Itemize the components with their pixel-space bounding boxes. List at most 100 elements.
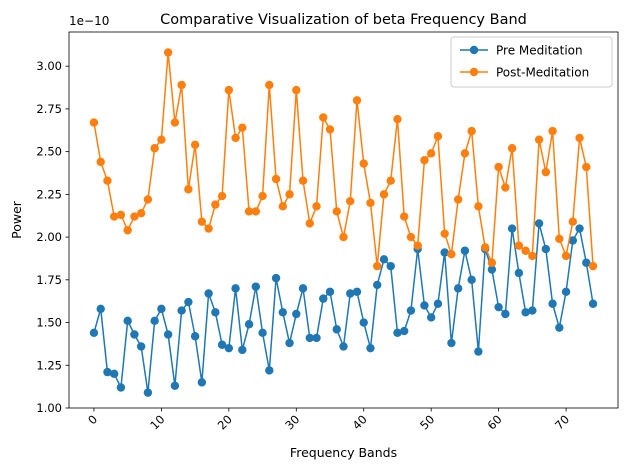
data-point-post-meditation-36 — [332, 207, 341, 216]
series-layer — [89, 48, 598, 397]
data-point-post-meditation-64 — [521, 246, 530, 255]
data-point-post-meditation-35 — [325, 125, 335, 134]
data-point-pre-meditation-62 — [507, 224, 517, 233]
x-axis-ticks: 0 10 20 30 40 50 60 70 — [85, 408, 572, 432]
data-point-pre-meditation-17 — [204, 289, 213, 298]
data-point-post-meditation-26 — [265, 80, 274, 90]
data-point-post-meditation-2 — [103, 176, 112, 185]
data-point-post-meditation-68 — [548, 126, 557, 136]
data-point-post-meditation-67 — [541, 167, 551, 177]
data-point-post-meditation-21 — [231, 133, 240, 143]
data-point-pre-meditation-16 — [197, 378, 207, 387]
y-tick-label: 1.50 — [36, 316, 62, 330]
data-point-pre-meditation-57 — [474, 347, 483, 356]
data-point-post-meditation-70 — [561, 251, 571, 261]
data-point-post-meditation-13 — [177, 80, 186, 90]
data-point-pre-meditation-23 — [244, 320, 254, 329]
data-point-post-meditation-37 — [339, 232, 348, 242]
legend-marker-post — [469, 67, 479, 77]
data-point-pre-meditation-66 — [534, 219, 544, 228]
x-tick-label: 10 — [147, 412, 167, 432]
data-point-pre-meditation-15 — [190, 332, 200, 341]
data-point-pre-meditation-56 — [467, 275, 476, 285]
data-point-pre-meditation-31 — [298, 284, 308, 293]
data-point-pre-meditation-27 — [271, 273, 281, 283]
data-point-pre-meditation-46 — [400, 326, 409, 336]
data-point-post-meditation-55 — [460, 149, 470, 158]
data-point-pre-meditation-55 — [460, 246, 470, 255]
data-point-pre-meditation-53 — [447, 338, 456, 348]
data-point-pre-meditation-4 — [116, 383, 126, 392]
chart-title: Comparative Visualization of beta Freque… — [160, 12, 527, 28]
data-point-pre-meditation-29 — [285, 338, 294, 348]
y-tick-label: 1.75 — [36, 273, 62, 287]
data-point-pre-meditation-68 — [548, 299, 557, 308]
data-point-post-meditation-43 — [379, 190, 389, 199]
data-point-pre-meditation-20 — [224, 343, 234, 353]
data-point-post-meditation-1 — [96, 157, 105, 167]
data-point-pre-meditation-25 — [258, 328, 267, 337]
data-point-post-meditation-8 — [143, 195, 153, 204]
x-tick-label: 70 — [552, 412, 572, 432]
x-axis-label: Frequency Bands — [290, 445, 397, 460]
data-point-pre-meditation-71 — [568, 236, 578, 245]
data-point-post-meditation-24 — [251, 207, 261, 216]
data-point-post-meditation-19 — [217, 191, 227, 201]
data-point-post-meditation-65 — [528, 251, 537, 261]
data-point-post-meditation-62 — [507, 144, 517, 153]
data-point-post-meditation-46 — [400, 212, 409, 221]
data-point-post-meditation-22 — [238, 123, 247, 132]
data-point-pre-meditation-50 — [426, 313, 436, 322]
data-point-pre-meditation-22 — [238, 345, 247, 355]
data-point-pre-meditation-21 — [231, 284, 240, 293]
y-tick-label: 2.25 — [36, 187, 62, 201]
data-point-post-meditation-0 — [89, 118, 99, 127]
data-point-pre-meditation-45 — [393, 328, 402, 337]
data-point-pre-meditation-12 — [170, 381, 180, 390]
data-point-pre-meditation-39 — [352, 287, 362, 296]
data-point-post-meditation-31 — [298, 176, 308, 185]
data-point-post-meditation-10 — [157, 135, 166, 144]
data-point-pre-meditation-54 — [453, 284, 463, 293]
data-point-post-meditation-39 — [352, 96, 362, 105]
series-pre-meditation — [89, 219, 598, 397]
data-point-post-meditation-58 — [480, 243, 490, 252]
y-tick-label: 2.00 — [36, 230, 62, 244]
data-point-post-meditation-57 — [474, 202, 483, 211]
data-point-post-meditation-59 — [487, 258, 497, 267]
data-point-pre-meditation-73 — [582, 258, 591, 267]
data-point-post-meditation-71 — [568, 217, 578, 226]
data-point-pre-meditation-33 — [312, 333, 321, 343]
data-point-pre-meditation-38 — [346, 289, 355, 298]
data-point-post-meditation-45 — [393, 114, 402, 124]
data-point-pre-meditation-59 — [487, 265, 497, 274]
data-point-pre-meditation-60 — [494, 302, 503, 312]
data-point-post-meditation-30 — [292, 85, 301, 95]
data-point-pre-meditation-49 — [420, 301, 429, 310]
data-point-pre-meditation-41 — [366, 343, 375, 353]
data-point-pre-meditation-51 — [433, 299, 443, 308]
data-point-pre-meditation-13 — [177, 306, 186, 315]
data-point-pre-meditation-6 — [130, 330, 139, 339]
data-point-pre-meditation-11 — [163, 330, 173, 339]
x-tick-label: 50 — [417, 412, 437, 432]
data-point-post-meditation-4 — [116, 210, 126, 220]
data-point-pre-meditation-47 — [406, 306, 416, 315]
y-tick-label: 3.00 — [36, 59, 62, 73]
data-point-post-meditation-49 — [420, 155, 429, 165]
data-point-pre-meditation-61 — [501, 309, 510, 319]
data-point-pre-meditation-18 — [211, 308, 220, 317]
data-point-post-meditation-20 — [224, 85, 234, 95]
plot-frame — [68, 31, 619, 409]
x-tick-label: 40 — [350, 412, 370, 432]
data-point-pre-meditation-36 — [332, 325, 341, 334]
data-point-post-meditation-7 — [136, 208, 146, 218]
data-point-post-meditation-12 — [170, 118, 180, 127]
data-point-post-meditation-23 — [244, 207, 254, 216]
data-point-pre-meditation-70 — [561, 287, 571, 296]
data-point-pre-meditation-32 — [305, 333, 314, 343]
y-tick-label: 2.75 — [36, 102, 62, 116]
data-point-pre-meditation-74 — [588, 299, 598, 308]
data-point-post-meditation-41 — [366, 198, 375, 208]
